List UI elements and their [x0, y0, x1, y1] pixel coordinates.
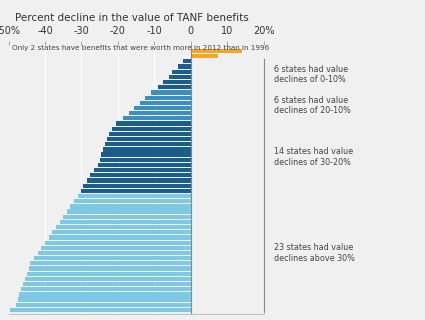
Bar — [91, 173, 191, 177]
Bar — [20, 292, 191, 297]
Bar — [123, 116, 191, 120]
Bar — [10, 308, 191, 312]
Text: 14 states had value
declines of 30-20%: 14 states had value declines of 30-20% — [274, 148, 353, 167]
Text: 6 states had value
declines of 0-10%: 6 states had value declines of 0-10% — [274, 65, 348, 84]
Bar — [134, 106, 191, 110]
Bar — [150, 90, 191, 95]
Bar — [145, 95, 191, 100]
Bar — [45, 241, 191, 245]
Bar — [34, 256, 191, 260]
Bar — [94, 168, 191, 172]
Bar — [17, 298, 191, 302]
Bar — [99, 158, 191, 162]
Bar — [107, 137, 191, 141]
Bar — [98, 163, 191, 167]
Bar — [38, 251, 191, 255]
Bar — [140, 101, 191, 105]
Bar — [48, 235, 191, 240]
Bar — [25, 277, 191, 281]
Bar — [102, 152, 191, 157]
Text: 23 states had value
declines above 30%: 23 states had value declines above 30% — [274, 243, 354, 263]
Bar — [63, 215, 191, 219]
Bar — [52, 230, 191, 235]
Bar — [116, 121, 191, 126]
Bar — [109, 132, 191, 136]
Bar — [60, 220, 191, 224]
Bar — [23, 282, 191, 286]
Bar — [87, 178, 191, 183]
Bar — [27, 272, 191, 276]
Text: Percent decline in the value of TANF benefits: Percent decline in the value of TANF ben… — [15, 13, 249, 23]
Bar — [129, 111, 191, 115]
Bar — [178, 64, 191, 69]
Bar — [83, 184, 191, 188]
Text: 6 states had value
declines of 20-10%: 6 states had value declines of 20-10% — [274, 96, 351, 115]
Bar — [56, 225, 191, 229]
Bar — [173, 70, 191, 74]
Bar — [30, 261, 191, 266]
Bar — [78, 194, 191, 198]
Bar — [183, 59, 191, 63]
Bar — [81, 189, 191, 193]
Bar — [191, 49, 242, 53]
Bar — [67, 210, 191, 214]
Text: Only 2 states have benefits that were worth more in 2012 than in 1996: Only 2 states have benefits that were wo… — [12, 45, 269, 51]
Bar — [191, 54, 218, 58]
Bar — [16, 303, 191, 307]
Bar — [71, 204, 191, 209]
Bar — [21, 287, 191, 292]
Bar — [41, 246, 191, 250]
Bar — [74, 199, 191, 203]
Bar — [28, 267, 191, 271]
Bar — [105, 142, 191, 146]
Bar — [103, 147, 191, 152]
Bar — [158, 85, 191, 89]
Bar — [163, 80, 191, 84]
Bar — [112, 127, 191, 131]
Bar — [169, 75, 191, 79]
